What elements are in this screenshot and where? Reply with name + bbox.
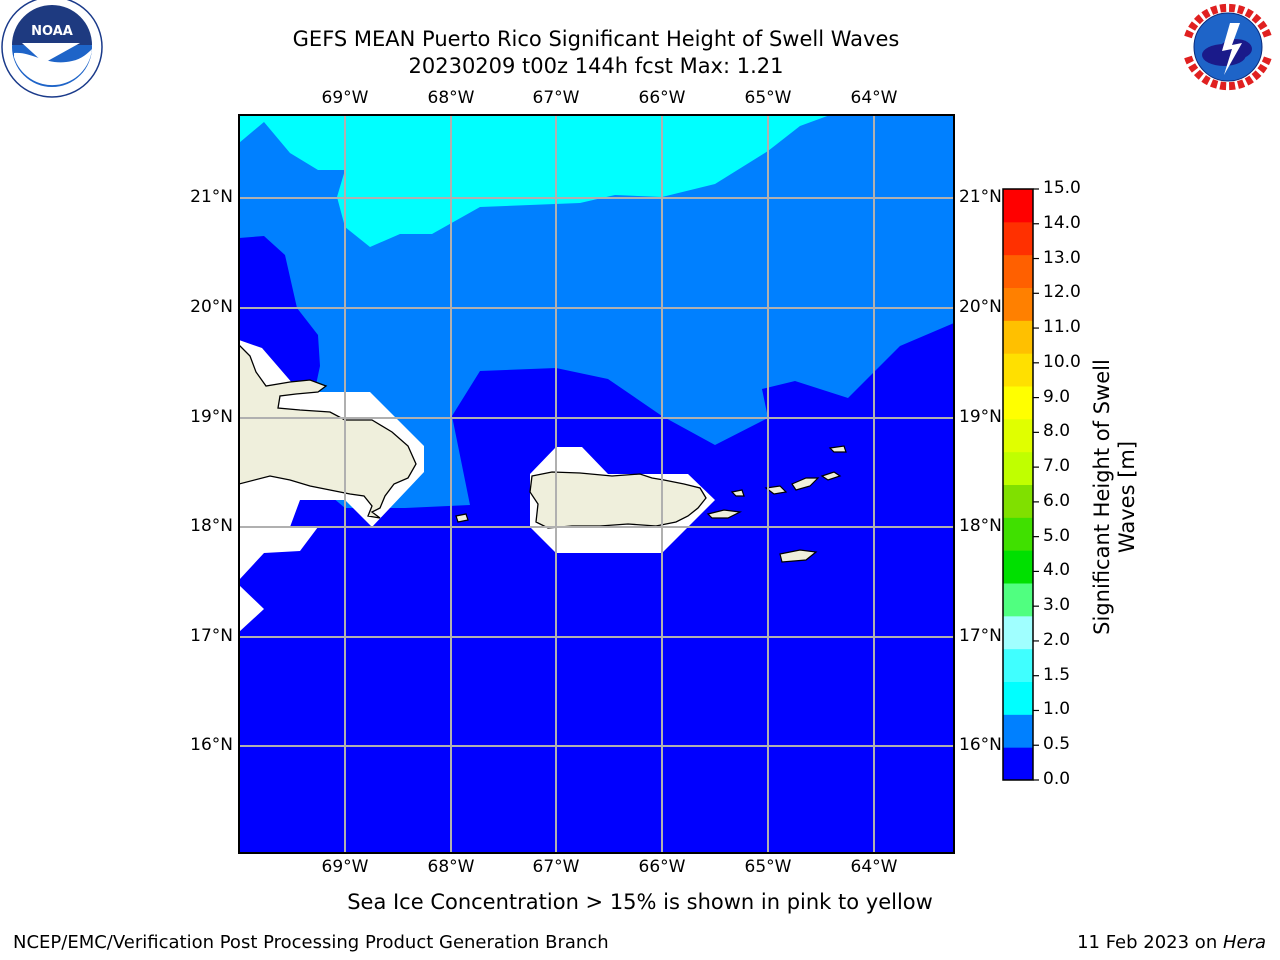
gridlines [239, 115, 954, 853]
colorbar-tick-label-0: 15.0 [1043, 178, 1081, 198]
footer-branch: NCEP/EMC/Verification Post Processing Pr… [13, 932, 609, 953]
nodata-south [239, 527, 318, 580]
lon-label-top-0: 69°W [321, 88, 369, 108]
lon-label-bottom-5: 64°W [850, 857, 898, 877]
colorbar-tick-label-2: 13.0 [1043, 247, 1081, 268]
lat-label-left-2: 19°N [190, 407, 233, 427]
colorbar-band-5 [1003, 583, 1033, 617]
colorbar-band-11 [1003, 386, 1033, 420]
land-mona [455, 513, 469, 523]
colorbar-tick-label-14: 1.5 [1043, 664, 1071, 685]
colorbar-band-13 [1003, 320, 1033, 354]
footer-date-text: 11 Feb 2023 on [1077, 932, 1223, 953]
land-st-croix [779, 549, 818, 563]
colorbar-tick-label-17: 0.0 [1043, 769, 1071, 789]
colorbar-tick-label-7: 8.0 [1043, 421, 1071, 442]
colorbar-title: Significant Height of Swell Waves [m] [1090, 359, 1139, 635]
colorbar-band-9 [1003, 451, 1033, 485]
sea-ice-caption: Sea Ice Concentration > 15% is shown in … [0, 890, 1280, 914]
lat-label-left-4: 17°N [190, 626, 233, 646]
colorbar-band-0 [1003, 747, 1033, 781]
colorbar-tick-label-3: 12.0 [1043, 282, 1081, 303]
lon-label-bottom-4: 65°W [744, 857, 792, 877]
colorbar-band-8 [1003, 484, 1033, 518]
colorbar-band-4 [1003, 615, 1033, 650]
lon-label-top-4: 65°W [744, 88, 792, 108]
land-culebra [730, 489, 745, 497]
lat-label-right-5: 16°N [959, 735, 1002, 755]
colorbar-tick-label-11: 4.0 [1043, 560, 1071, 581]
colorbar-band-17 [1003, 189, 1033, 223]
colorbar-tick-label-13: 2.0 [1043, 629, 1071, 650]
footer-date: 11 Feb 2023 on Hera [1077, 932, 1266, 953]
colorbar-band-6 [1003, 550, 1033, 584]
colorbar-tick-label-12: 3.0 [1043, 595, 1071, 616]
land-vieques [706, 509, 743, 519]
lon-label-bottom-1: 68°W [427, 857, 475, 877]
colorbar-tick-label-8: 7.0 [1043, 456, 1071, 477]
colorbar-tick-label-10: 5.0 [1043, 525, 1071, 546]
land-bvi-2 [820, 471, 842, 481]
colorbar-band-12 [1003, 353, 1033, 387]
colorbar-tick-label-4: 11.0 [1043, 317, 1081, 338]
land-bvi [791, 477, 820, 491]
colorbar-tick-label-16: 0.5 [1043, 734, 1071, 755]
colorbar-band-15 [1003, 254, 1033, 288]
colorbar-tick-label-5: 10.0 [1043, 351, 1081, 372]
lon-label-top-1: 68°W [427, 88, 475, 108]
colorbar-band-14 [1003, 287, 1033, 321]
swell-band-1-1.5 [239, 115, 830, 247]
colorbar-band-3 [1003, 648, 1033, 682]
lon-label-bottom-0: 69°W [321, 857, 369, 877]
lat-label-right-4: 17°N [959, 626, 1002, 646]
land-hispaniola [239, 344, 417, 519]
lon-label-top-2: 67°W [532, 88, 580, 108]
colorbar-band-16 [1003, 221, 1033, 256]
lat-label-right-0: 21°N [959, 187, 1002, 207]
lat-label-right-1: 20°N [959, 297, 1002, 317]
colorbar-band-2 [1003, 681, 1033, 715]
title-line-2: 20230209 t00z 144h fcst Max: 1.21 [408, 54, 784, 78]
lat-label-right-2: 19°N [959, 407, 1002, 427]
land-st-thomas [764, 485, 788, 495]
lat-label-left-0: 21°N [190, 187, 233, 207]
footer-host: Hera [1222, 932, 1266, 953]
colorbar-band-10 [1003, 418, 1033, 453]
lat-label-left-5: 16°N [190, 735, 233, 755]
colorbar-tick-label-15: 1.0 [1043, 699, 1071, 720]
colorbar-band-7 [1003, 517, 1033, 551]
colorbar-tick-label-1: 14.0 [1043, 212, 1081, 233]
map-frame [238, 114, 955, 854]
lon-label-bottom-2: 67°W [532, 857, 580, 877]
lat-label-right-3: 18°N [959, 516, 1002, 536]
sea-ice-caption-text: Sea Ice Concentration > 15% is shown in … [347, 890, 933, 914]
colorbar-tick-label-6: 9.0 [1043, 386, 1071, 407]
lon-label-bottom-3: 66°W [638, 857, 686, 877]
colorbar-tick-label-9: 6.0 [1043, 490, 1071, 511]
lat-label-left-1: 20°N [190, 297, 233, 317]
title-line-1: GEFS MEAN Puerto Rico Significant Height… [292, 27, 900, 51]
nodata-sw [239, 585, 264, 632]
lat-label-left-3: 18°N [190, 516, 233, 536]
colorbar-band-1 [1003, 714, 1033, 748]
land-anegada [828, 445, 847, 453]
lon-label-top-3: 66°W [638, 88, 686, 108]
lon-label-top-5: 64°W [850, 88, 898, 108]
